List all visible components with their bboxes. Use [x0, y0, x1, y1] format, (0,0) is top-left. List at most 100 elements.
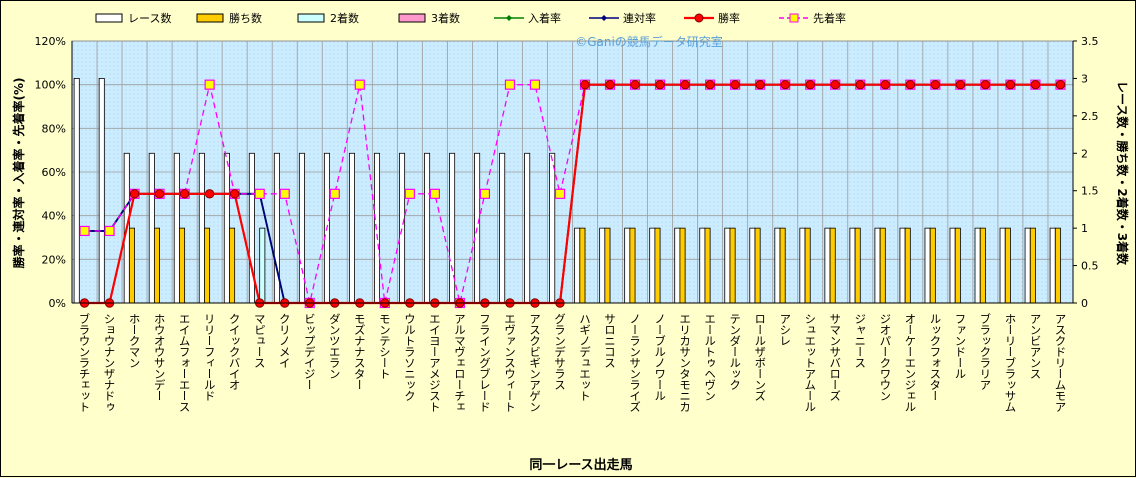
x-tick-label: エヴァンスウィート	[503, 313, 517, 412]
x-tick-label: ノーランサンライズ	[628, 313, 642, 412]
x-tick-label: アンビアンス	[1028, 313, 1042, 379]
bar-レース数	[699, 227, 706, 304]
legend-label-連対率: 連対率	[623, 11, 656, 25]
x-tick-label: マピュース	[253, 313, 267, 368]
bar-勝ち数	[979, 227, 986, 304]
legend-label-レース数: レース数	[128, 12, 171, 25]
marker-勝率	[755, 79, 765, 90]
x-tick-label: ハギノデュエット	[578, 313, 592, 401]
y-right-tick-label: 0.5	[1081, 260, 1099, 273]
marker-勝率	[1005, 79, 1016, 90]
bar-レース数	[549, 152, 556, 304]
bar-勝ち数	[1029, 227, 1036, 304]
bar-レース数	[148, 152, 155, 304]
bar-レース数	[824, 227, 831, 304]
bar-レース数	[98, 78, 105, 304]
x-tick-label: モンテシート	[378, 313, 392, 379]
bar-レース数	[1024, 227, 1031, 304]
bar-レース数	[298, 152, 305, 304]
x-tick-label: ホークマン	[128, 313, 142, 368]
bar-勝ち数	[904, 227, 911, 304]
x-tick-label: ビップデイジー	[303, 313, 317, 390]
x-tick-label: サマンサバローズ	[828, 313, 842, 401]
bar-レース数	[774, 227, 781, 304]
x-tick-label: エリカサンタモニカ	[678, 313, 692, 412]
gridlines	[71, 40, 1074, 304]
x-tick-label: グランデサラス	[553, 313, 567, 390]
bar-勝ち数	[579, 227, 586, 304]
x-tick-label: クリノメイ	[278, 313, 292, 368]
bar-勝ち数	[153, 227, 160, 304]
marker-先着率	[329, 188, 340, 199]
bar-勝ち数	[654, 227, 661, 304]
marker-勝率	[905, 79, 916, 90]
legend-swatch-2着数	[297, 13, 325, 23]
bar-レース数	[974, 227, 981, 304]
x-tick-label: テンダールック	[728, 313, 742, 390]
marker-勝率	[154, 189, 165, 199]
bar-レース数	[624, 227, 631, 304]
bar-レース数	[424, 152, 431, 304]
bar-勝ち数	[779, 227, 786, 304]
bar-レース数	[223, 152, 230, 304]
bar-レース数	[574, 227, 581, 304]
y-axis-right-title: レース数・勝ち数・2着数・3着数	[1115, 81, 1130, 266]
bar-レース数	[1049, 227, 1056, 304]
marker-先着率	[504, 79, 516, 90]
x-tick-label: ブラックラリア	[978, 312, 992, 390]
x-tick-label: ホーリーブラッサム	[1003, 313, 1017, 412]
marker-勝率	[1030, 79, 1041, 90]
legend-swatch-3着数	[398, 13, 426, 23]
y-right-tick-label: 3	[1081, 72, 1088, 85]
line-勝率	[84, 83, 1061, 305]
bar-レース数	[449, 152, 456, 304]
marker-先着率	[354, 79, 365, 90]
legend-label-3着数: 3着数	[431, 11, 460, 25]
x-tick-label: アスクドリームモア	[1053, 313, 1067, 412]
legend-marker-入着率	[506, 15, 512, 21]
marker-勝率	[680, 79, 690, 90]
bar-レース数	[924, 227, 931, 304]
x-tick-label: サロニコス	[603, 313, 617, 368]
marker-勝率	[855, 79, 865, 90]
x-tick-label: ノーブルノワール	[653, 313, 667, 401]
y-right-tick-label: 3.5	[1081, 35, 1099, 48]
y-right-tick-label: 2.5	[1081, 110, 1099, 123]
x-tick-label: ジオパークワウン	[878, 313, 892, 401]
y-right-tick-label: 0	[1081, 297, 1088, 310]
bar-レース数	[524, 152, 531, 304]
marker-先着率	[254, 188, 265, 199]
bar-勝ち数	[229, 227, 236, 304]
bar-勝ち数	[929, 227, 936, 304]
legend-marker-勝率	[694, 13, 704, 23]
marker-勝率	[605, 79, 615, 90]
x-tick-label: ルックフォスター	[928, 313, 942, 401]
y-right-tick-label: 1.5	[1081, 185, 1099, 198]
x-tick-label: モズナナスター	[353, 313, 367, 390]
x-tick-label: ホウオウサンデー	[153, 313, 167, 401]
bar-レース数	[799, 227, 806, 304]
bar-レース数	[899, 227, 906, 304]
legend-marker-連対率	[601, 15, 607, 21]
bar-レース数	[674, 227, 681, 304]
marker-勝率	[129, 189, 140, 199]
x-tick-label: ショウナンザナドゥ	[103, 313, 117, 412]
marker-勝率	[204, 189, 215, 199]
marker-先着率	[279, 188, 290, 199]
y-left-tick-label: 60%	[42, 166, 66, 179]
x-tick-label: ダンツエラン	[328, 313, 342, 379]
x-tick-label: オーケーエンジェル	[903, 313, 917, 412]
bar-勝ち数	[879, 227, 886, 304]
bar-レース数	[374, 152, 381, 304]
legend: レース数 勝ち数 2着数 3着数 入着率 連対率 勝率 先着率	[95, 11, 846, 25]
watermark: ©Ganiの競馬データ研究室	[575, 34, 723, 49]
marker-先着率	[404, 188, 415, 199]
x-tick-label: ウルトラソニック	[403, 313, 417, 401]
bar-勝ち数	[629, 227, 636, 304]
x-tick-label: ブラウンラチェット	[78, 312, 92, 412]
x-tick-label: エイヨーアメジスト	[428, 313, 442, 412]
marker-勝率	[880, 79, 891, 90]
marker-先着率	[479, 188, 491, 199]
x-tick-label: リリーフィールド	[203, 313, 217, 401]
bar-レース数	[724, 227, 731, 304]
